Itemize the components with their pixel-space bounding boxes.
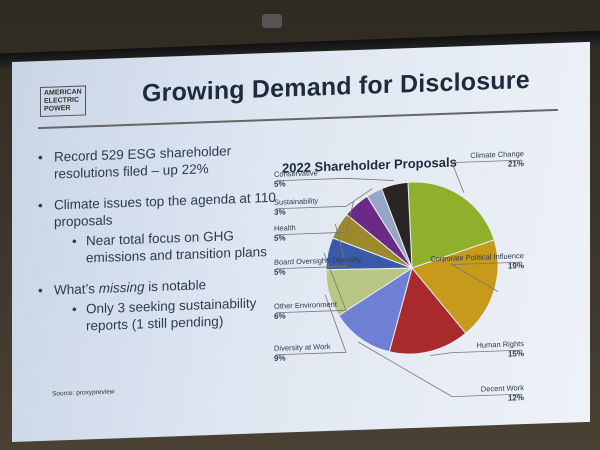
- leader-line: [276, 201, 354, 236]
- slice-value-label: 6%: [274, 311, 286, 320]
- slice-value-label: 5%: [274, 267, 286, 276]
- pie-slice: [411, 239, 499, 334]
- pie-slice: [337, 266, 413, 353]
- leader-line: [451, 159, 522, 193]
- leader-line: [450, 261, 522, 292]
- slice-value-label: 5%: [274, 179, 286, 188]
- slice-label: Corporate Political Influence: [430, 251, 524, 263]
- slice-label: Climate Change: [470, 149, 524, 160]
- slice-value-label: 19%: [508, 261, 524, 271]
- presentation-slide: AMERICAN ELECTRIC POWER Growing Demand f…: [12, 41, 590, 442]
- slice-value-label: 3%: [274, 207, 286, 216]
- leader-line: [430, 349, 522, 356]
- slice-label: Conservative: [274, 168, 318, 179]
- slice-label: Board Oversight/ Diversity: [274, 255, 361, 267]
- slice-value-label: 21%: [508, 159, 524, 169]
- slice-value-label: 15%: [508, 349, 524, 359]
- leader-line: [276, 252, 347, 314]
- pie-slice: [388, 266, 467, 355]
- slice-label: Human Rights: [476, 339, 524, 350]
- pie-slice: [407, 181, 495, 269]
- slice-label: Diversity at Work: [274, 342, 331, 353]
- leader-line: [276, 177, 394, 182]
- slice-value-label: 12%: [508, 393, 524, 403]
- leader-line: [276, 188, 373, 210]
- slice-label: Health: [274, 223, 296, 233]
- slice-label: Decent Work: [481, 383, 524, 394]
- leader-line: [276, 294, 347, 356]
- slice-value-label: 5%: [274, 233, 286, 242]
- slice-value-label: 9%: [274, 353, 286, 362]
- slice-label: Sustainability: [274, 196, 318, 207]
- leader-line: [276, 223, 347, 270]
- leader-line: [357, 341, 522, 398]
- pie-slice: [380, 181, 413, 269]
- ceiling-camera: [262, 14, 282, 28]
- slice-label: Other Environment: [274, 300, 338, 311]
